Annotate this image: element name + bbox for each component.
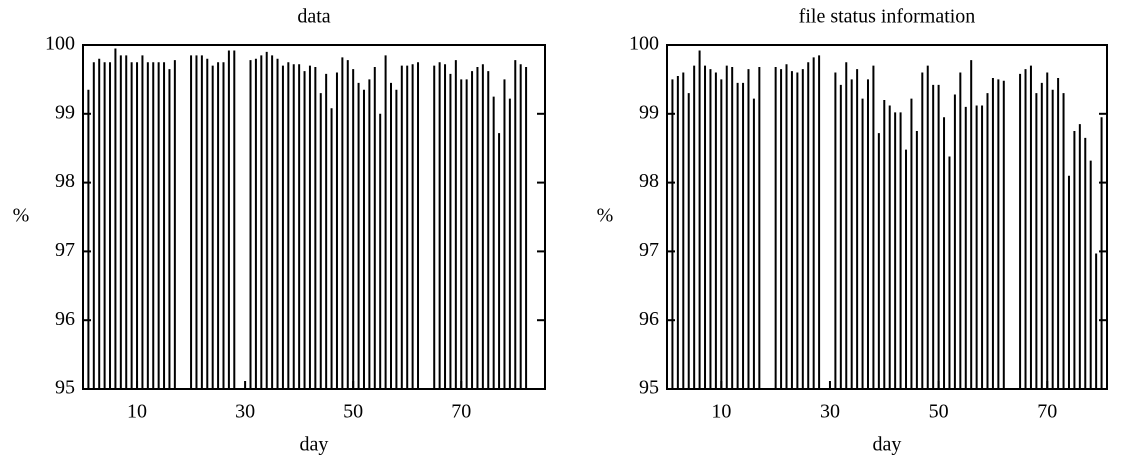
y-tick-label: 97 [639, 239, 659, 261]
y-tick-label: 98 [55, 170, 75, 192]
y-tick-label: 100 [45, 33, 75, 55]
plot-frame [666, 44, 1108, 390]
x-tick-label: 10 [711, 401, 731, 423]
y-tick-label: 96 [55, 308, 75, 330]
y-tick-label: 97 [55, 239, 75, 261]
y-axis-label: % [13, 205, 30, 227]
y-tick-label: 95 [639, 377, 659, 399]
y-tick-label: 99 [639, 101, 659, 123]
plot-frame [82, 44, 546, 390]
x-axis-label: day [873, 434, 902, 456]
y-tick-label: 100 [629, 33, 659, 55]
y-axis-label: % [597, 205, 614, 227]
x-tick-label: 50 [929, 401, 949, 423]
x-tick-label: 10 [127, 401, 147, 423]
y-tick-label: 99 [55, 101, 75, 123]
y-tick-label: 95 [55, 377, 75, 399]
chart-title: data [297, 6, 330, 28]
x-tick-label: 70 [451, 401, 471, 423]
x-tick-label: 70 [1037, 401, 1057, 423]
x-tick-label: 30 [820, 401, 840, 423]
y-tick-label: 98 [639, 170, 659, 192]
x-axis-label: day [300, 434, 329, 456]
x-tick-label: 50 [343, 401, 363, 423]
y-tick-label: 96 [639, 308, 659, 330]
chart-title: file status information [799, 6, 976, 28]
x-tick-label: 30 [235, 401, 255, 423]
